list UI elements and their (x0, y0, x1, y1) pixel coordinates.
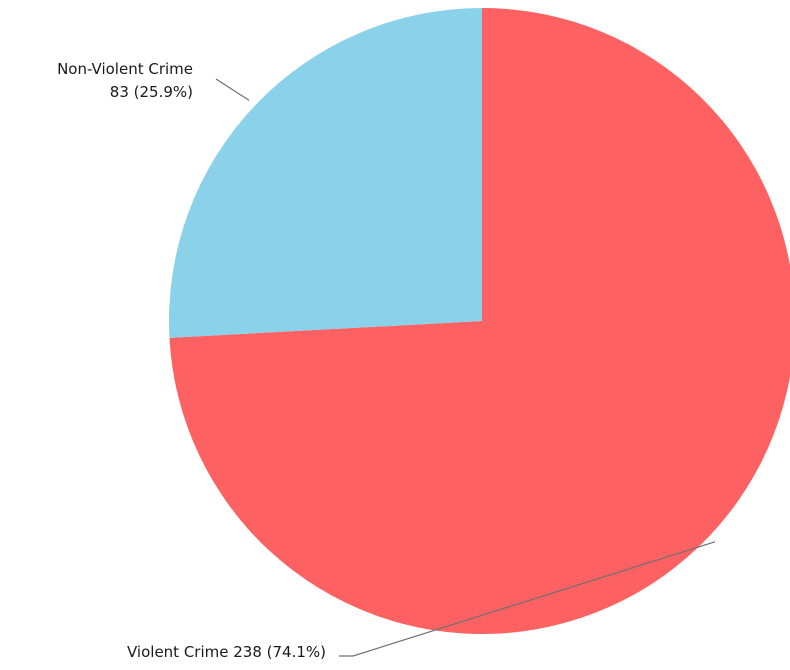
slice-label-non-violent-crime-value: 83 (25.9%) (110, 83, 193, 101)
slice-label-non-violent-crime-name: Non-Violent Crime (57, 60, 193, 78)
leader-line-violent-crime (339, 541, 716, 657)
leader-lines (215, 78, 716, 657)
pie-slices (169, 8, 790, 634)
leader-line-non-violent-crime (215, 78, 250, 101)
pie-slice-violent-crime (169, 8, 790, 634)
slice-label-violent-crime: Violent Crime 238 (74.1%) (127, 643, 326, 661)
pie-slice-non-violent-crime (169, 8, 482, 338)
